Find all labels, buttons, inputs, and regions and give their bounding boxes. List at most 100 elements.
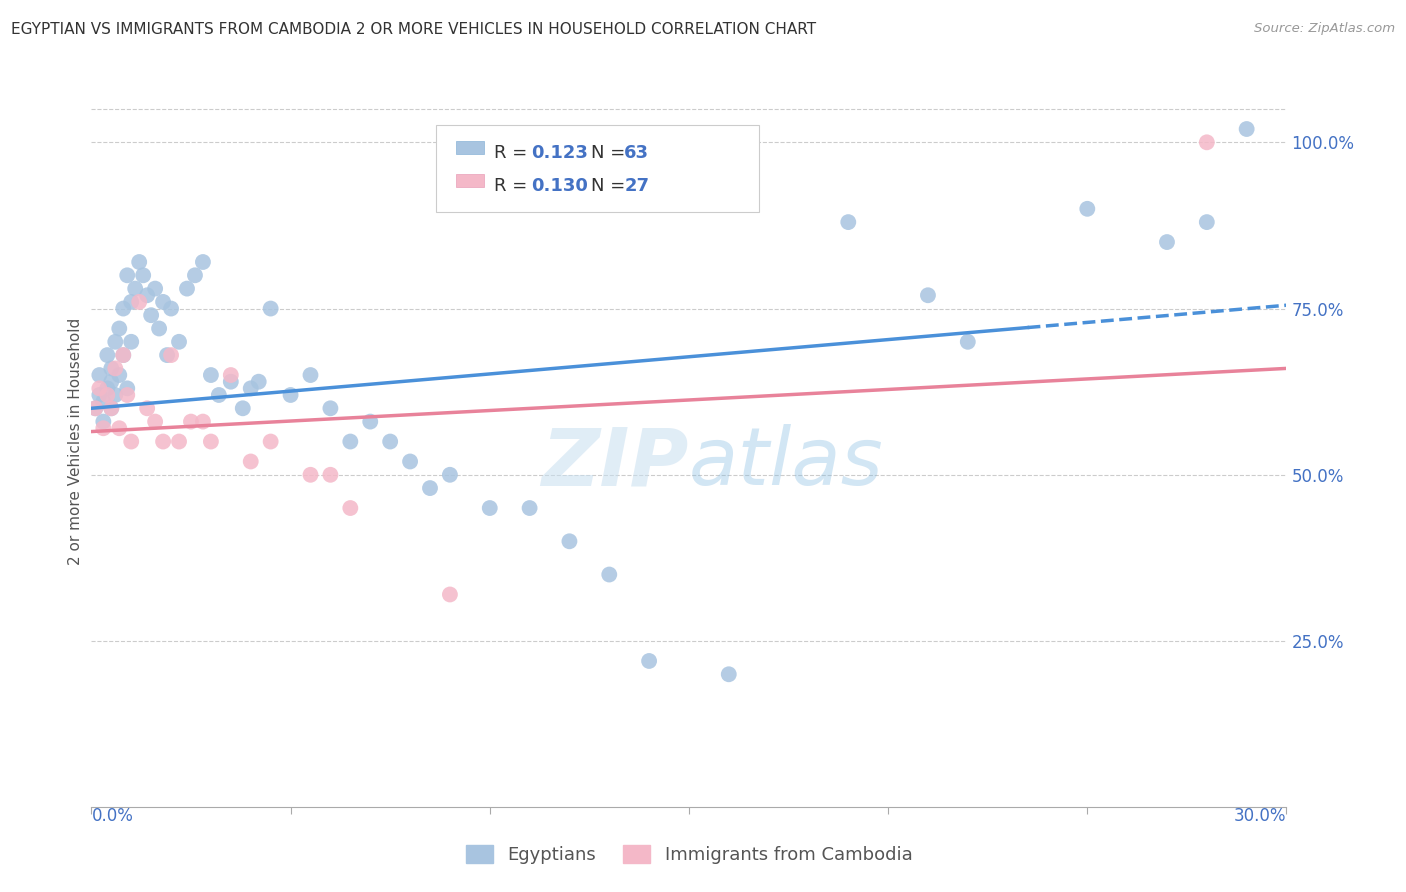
Point [108,421,131,435]
Point [108,321,131,335]
Point [120,294,142,309]
Point [152,434,174,449]
Point [93,421,115,435]
Text: 30.0%: 30.0% [1234,807,1286,825]
Point [152,294,174,309]
Point [93,415,115,429]
Text: 0.0%: 0.0% [91,807,134,825]
Point [104,334,127,349]
Point [104,388,127,402]
Point [156,348,179,362]
Point [239,381,262,395]
Point [84,401,107,416]
Point [115,268,138,283]
Point [96,348,118,362]
Point [339,434,361,449]
Point [115,388,138,402]
Point [191,255,214,269]
Point [638,654,661,668]
Point [519,501,541,516]
Point [112,348,135,362]
Text: Source: ZipAtlas.com: Source: ZipAtlas.com [1254,22,1395,36]
Point [1195,215,1218,229]
Point [104,361,127,376]
Point [143,282,166,296]
Point [259,434,281,449]
Point [717,667,740,681]
Point [208,388,231,402]
Point [399,454,422,468]
Text: EGYPTIAN VS IMMIGRANTS FROM CAMBODIA 2 OR MORE VEHICLES IN HOUSEHOLD CORRELATION: EGYPTIAN VS IMMIGRANTS FROM CAMBODIA 2 O… [11,22,817,37]
Point [100,361,122,376]
Point [180,415,202,429]
Point [200,368,222,382]
Point [89,381,111,395]
Point [96,381,118,395]
Point [93,394,115,409]
Point [176,282,198,296]
Point [478,501,501,516]
Point [115,381,138,395]
Point [598,567,620,582]
Point [120,434,142,449]
Point [120,334,142,349]
Point [167,434,190,449]
Point [439,467,461,482]
Point [160,301,183,316]
Point [100,401,122,416]
Point [136,288,159,302]
Point [1076,202,1098,216]
Point [280,388,302,402]
Point [1195,136,1218,150]
Point [136,401,159,416]
Point [299,368,322,382]
Point [100,401,122,416]
Point [143,415,166,429]
Point [359,415,381,429]
Point [299,467,322,482]
Point [112,348,135,362]
Point [128,255,150,269]
Point [319,467,342,482]
Point [1236,122,1258,136]
Text: ZIP: ZIP [541,425,689,502]
Text: R =: R = [494,177,533,194]
Text: 0.130: 0.130 [531,177,588,194]
Point [148,321,170,335]
Text: N =: N = [591,144,630,161]
Point [167,334,190,349]
Point [184,268,207,283]
Text: N =: N = [591,177,630,194]
Point [200,434,222,449]
Point [132,268,155,283]
Point [558,534,581,549]
Point [1156,235,1178,249]
Point [259,301,281,316]
Text: R =: R = [494,144,533,161]
Point [112,301,135,316]
Point [108,368,131,382]
Point [141,308,162,322]
Point [89,388,111,402]
Point [378,434,402,449]
Point [319,401,342,416]
Point [837,215,859,229]
Legend: Egyptians, Immigrants from Cambodia: Egyptians, Immigrants from Cambodia [458,838,920,871]
Point [84,401,107,416]
Point [96,388,118,402]
Point [128,294,150,309]
Point [219,375,242,389]
Point [339,501,361,516]
Point [439,587,461,601]
Text: 0.123: 0.123 [531,144,588,161]
Point [239,454,262,468]
Point [419,481,441,495]
Text: atlas: atlas [689,425,884,502]
Point [191,415,214,429]
Point [89,368,111,382]
Text: 63: 63 [624,144,650,161]
Point [956,334,979,349]
Point [232,401,254,416]
Point [917,288,939,302]
Point [219,368,242,382]
